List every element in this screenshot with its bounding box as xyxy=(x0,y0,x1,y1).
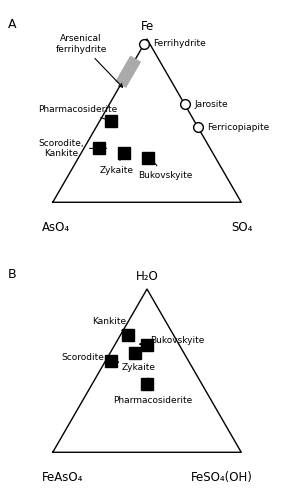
Text: Zykaite: Zykaite xyxy=(100,150,134,175)
Text: FeSO₄(OH): FeSO₄(OH) xyxy=(191,471,253,484)
Text: Ferricopiapite: Ferricopiapite xyxy=(207,122,270,132)
Text: Bukovskyite: Bukovskyite xyxy=(140,336,204,345)
Text: A: A xyxy=(8,18,16,30)
Text: Pharmacosiderite: Pharmacosiderite xyxy=(113,378,192,405)
Text: Arsenical
ferrihydrite: Arsenical ferrihydrite xyxy=(55,34,123,87)
Text: FeAsO₄: FeAsO₄ xyxy=(41,471,83,484)
Text: Pharmacosiderite: Pharmacosiderite xyxy=(38,105,117,124)
Text: Zykaite: Zykaite xyxy=(121,349,156,372)
Text: Bukovskyite: Bukovskyite xyxy=(138,154,192,180)
Text: Scorodite,
Kankite: Scorodite, Kankite xyxy=(39,138,106,158)
Text: H₂O: H₂O xyxy=(136,270,158,283)
Text: Jarosite: Jarosite xyxy=(194,100,228,109)
Text: B: B xyxy=(8,268,16,280)
Text: Fe: Fe xyxy=(140,20,154,34)
Text: Scorodite: Scorodite xyxy=(61,352,118,364)
Text: AsO₄: AsO₄ xyxy=(41,221,70,234)
Text: Kankite: Kankite xyxy=(92,317,132,338)
Text: Ferrihydrite: Ferrihydrite xyxy=(153,40,206,48)
Text: SO₄: SO₄ xyxy=(231,221,253,234)
